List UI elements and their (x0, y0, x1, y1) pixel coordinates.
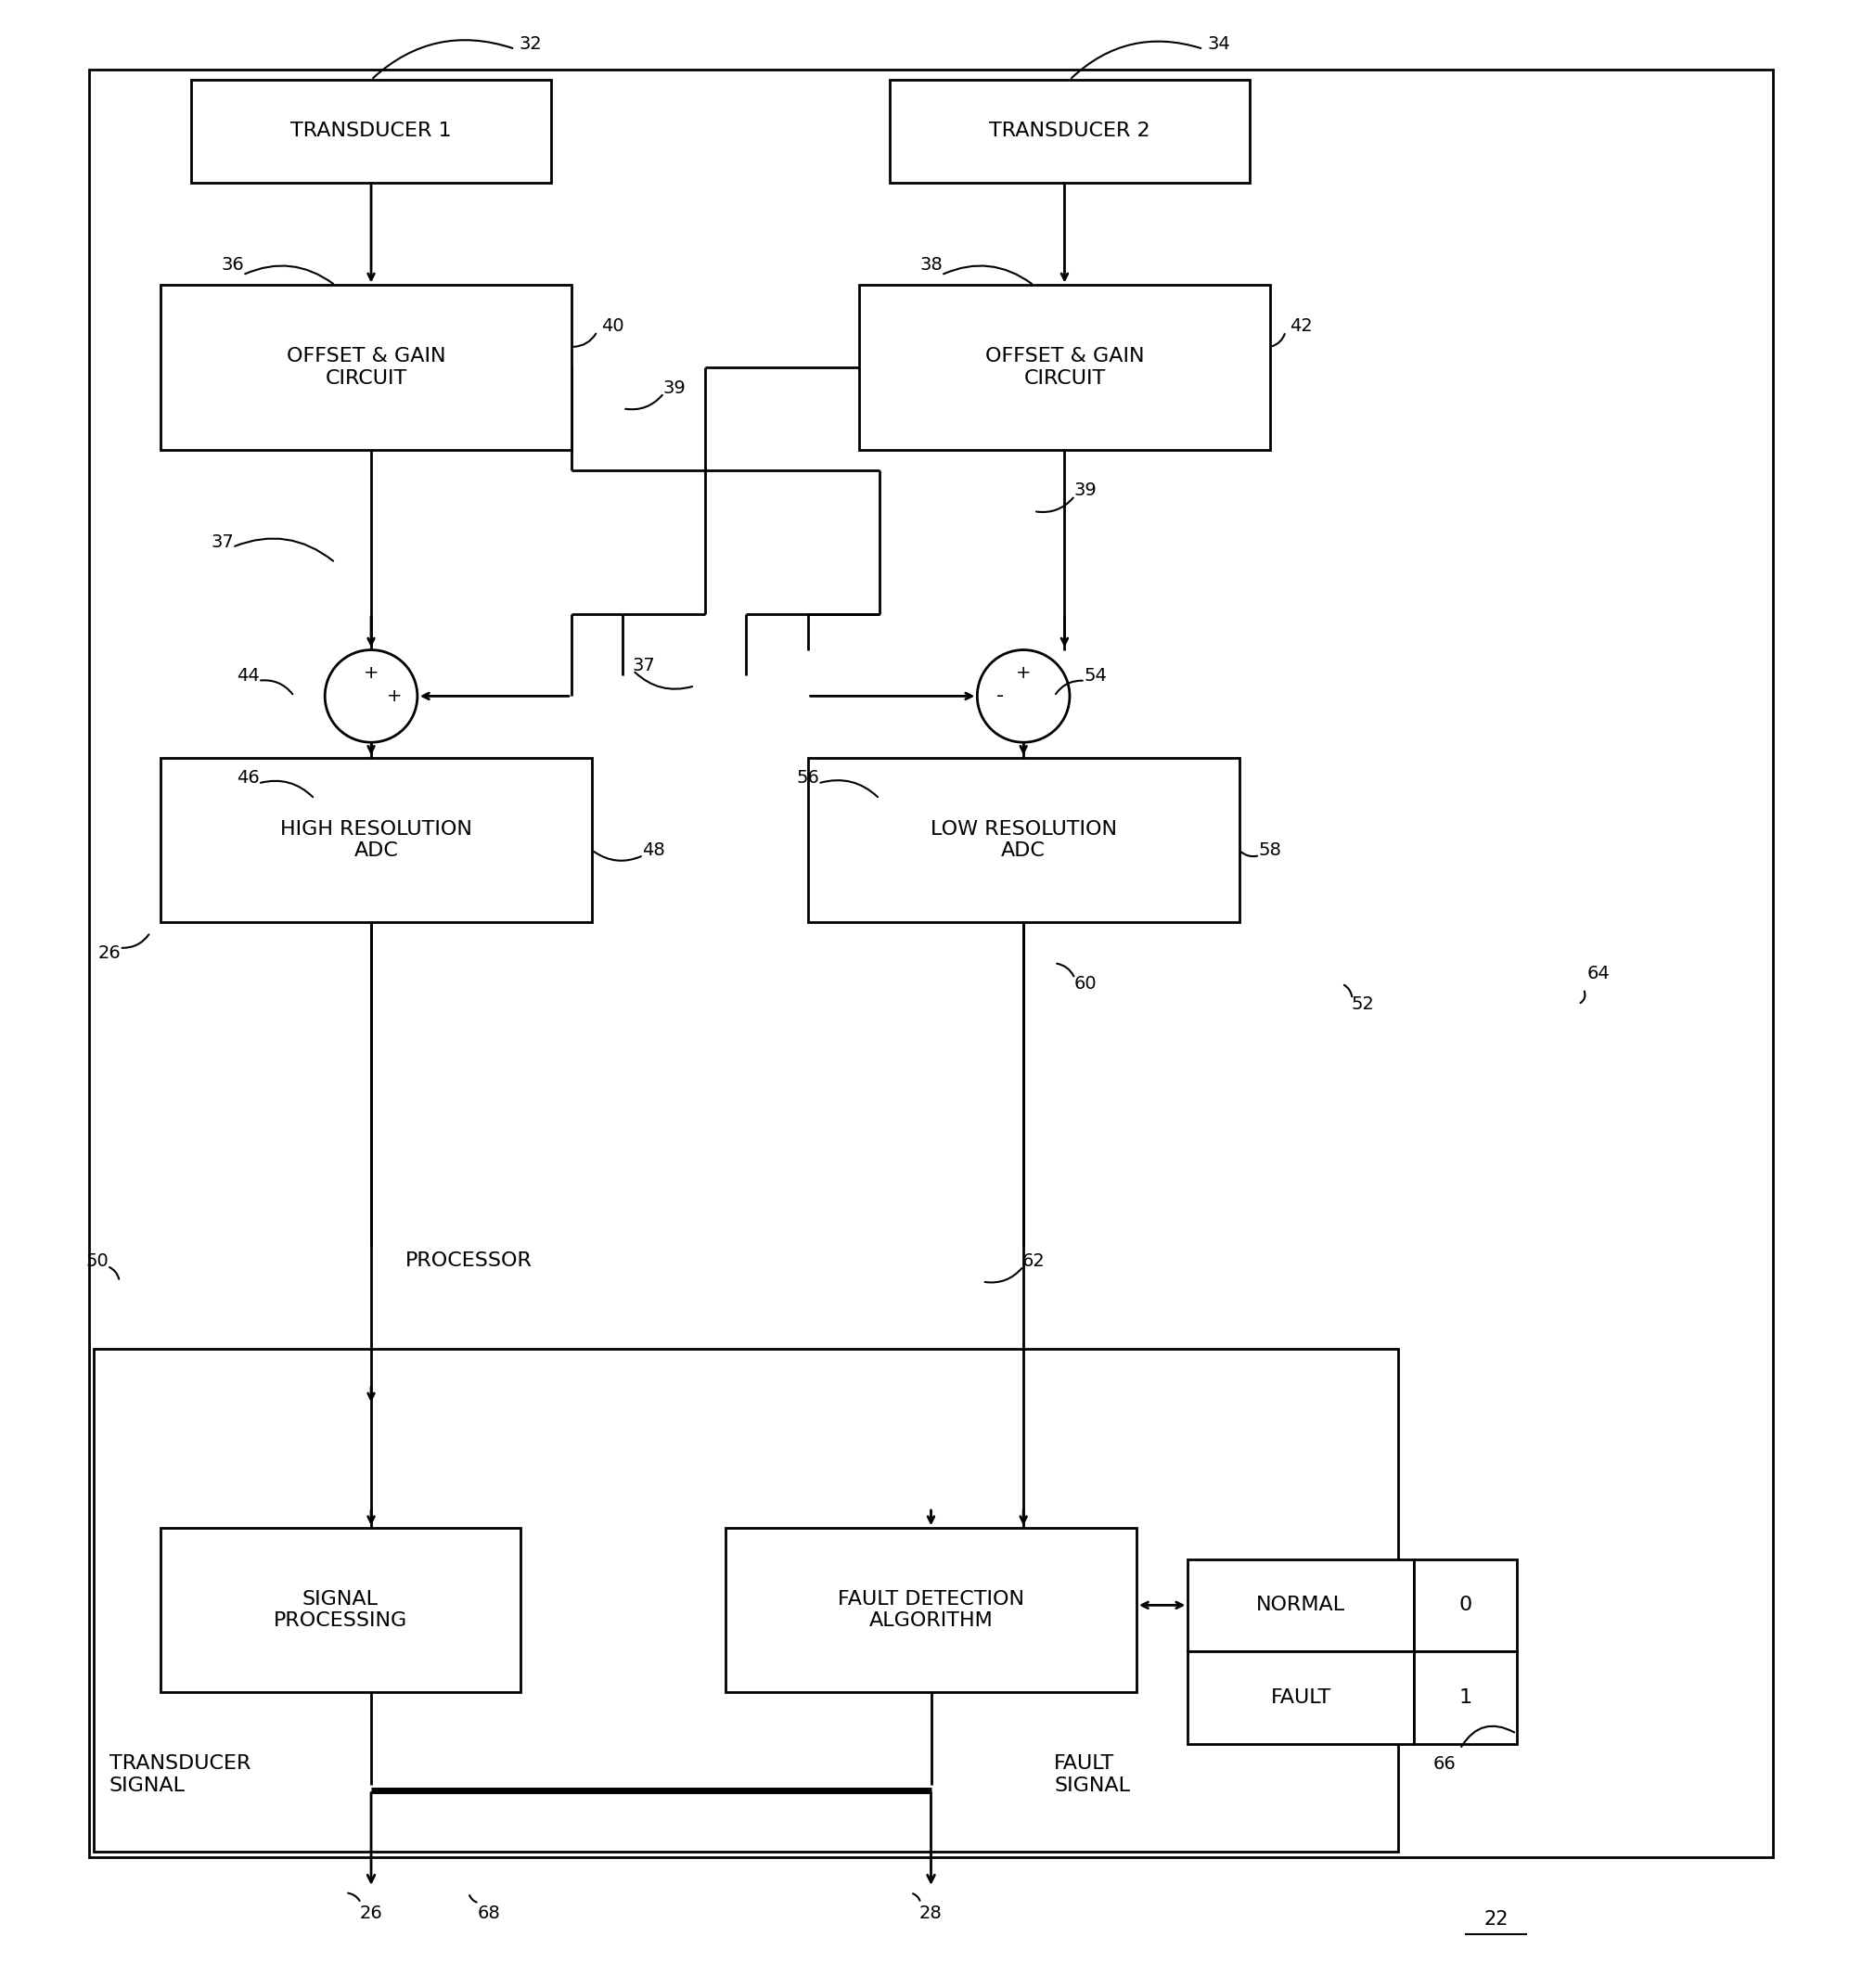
Text: 58: 58 (1259, 841, 1281, 859)
Text: TRANSDUCER 2: TRANSDUCER 2 (989, 121, 1151, 141)
Text: 36: 36 (222, 256, 244, 274)
Text: OFFSET & GAIN
CIRCUIT: OFFSET & GAIN CIRCUIT (287, 348, 445, 388)
Text: 34: 34 (1207, 36, 1231, 52)
Bar (93, 1348, 1398, 1851)
Circle shape (978, 650, 1069, 742)
Text: 0: 0 (1458, 1596, 1471, 1614)
Bar (160, 284, 572, 449)
Bar (160, 757, 592, 922)
Text: 60: 60 (1074, 974, 1097, 992)
Text: 50: 50 (86, 1252, 108, 1270)
Text: 64: 64 (1586, 964, 1611, 982)
Text: 44: 44 (236, 666, 259, 684)
Bar (890, 80, 1249, 183)
Text: 1: 1 (1458, 1688, 1471, 1708)
Text: 26: 26 (359, 1905, 382, 1922)
Text: 22: 22 (1484, 1910, 1508, 1928)
Text: 66: 66 (1434, 1755, 1456, 1773)
Circle shape (324, 650, 417, 742)
Text: 26: 26 (97, 944, 121, 962)
Text: SIGNAL
PROCESSING: SIGNAL PROCESSING (274, 1590, 408, 1630)
Text: 28: 28 (920, 1905, 942, 1922)
Bar (858, 284, 1270, 449)
Bar (160, 1529, 519, 1692)
Text: 48: 48 (642, 841, 665, 859)
Text: 39: 39 (663, 380, 685, 398)
Text: 52: 52 (1352, 996, 1374, 1014)
Bar (808, 757, 1240, 922)
Text: OFFSET & GAIN
CIRCUIT: OFFSET & GAIN CIRCUIT (985, 348, 1143, 388)
Text: 40: 40 (601, 318, 624, 336)
Text: +: + (363, 664, 378, 682)
Bar (1188, 1652, 1413, 1743)
Text: 54: 54 (1084, 666, 1106, 684)
Text: -: - (996, 686, 1004, 706)
Text: TRANSDUCER 1: TRANSDUCER 1 (290, 121, 452, 141)
Text: 32: 32 (519, 36, 542, 52)
Text: 42: 42 (1289, 318, 1313, 336)
Text: 37: 37 (631, 656, 655, 674)
Text: LOW RESOLUTION
ADC: LOW RESOLUTION ADC (931, 819, 1117, 861)
Text: 37: 37 (210, 533, 233, 551)
Text: +: + (387, 688, 402, 706)
Text: 68: 68 (479, 1905, 501, 1922)
Text: 39: 39 (1074, 481, 1097, 499)
Text: 46: 46 (236, 769, 259, 787)
Bar (192, 80, 551, 183)
Text: HIGH RESOLUTION
ADC: HIGH RESOLUTION ADC (281, 819, 473, 861)
Bar (1413, 1652, 1516, 1743)
Bar (1413, 1559, 1516, 1652)
Text: +: + (1017, 664, 1032, 682)
Text: FAULT DETECTION
ALGORITHM: FAULT DETECTION ALGORITHM (838, 1590, 1024, 1630)
Bar (1188, 1559, 1413, 1652)
Text: NORMAL: NORMAL (1257, 1596, 1346, 1614)
Text: 38: 38 (920, 256, 942, 274)
Text: FAULT: FAULT (1270, 1688, 1331, 1708)
Text: FAULT
SIGNAL: FAULT SIGNAL (1054, 1755, 1130, 1795)
Bar (726, 1529, 1136, 1692)
Text: 56: 56 (797, 769, 819, 787)
Text: TRANSDUCER
SIGNAL: TRANSDUCER SIGNAL (110, 1755, 251, 1795)
Text: 62: 62 (1022, 1252, 1045, 1270)
Text: PROCESSOR: PROCESSOR (406, 1252, 533, 1270)
